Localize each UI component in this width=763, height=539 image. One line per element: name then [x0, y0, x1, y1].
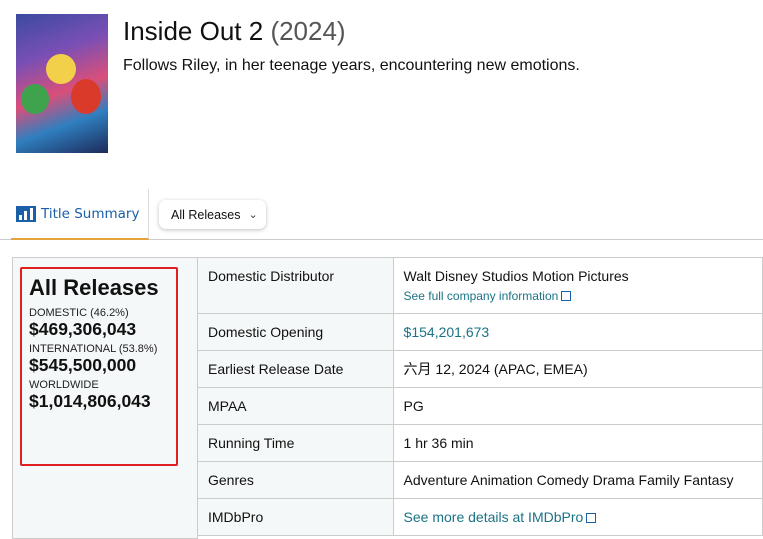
- table-row: Domestic Opening $154,201,673: [197, 313, 763, 351]
- worldwide-gross: $1,014,806,043: [29, 391, 151, 411]
- international-gross: $545,500,000: [29, 355, 137, 375]
- table-row: Earliest Release Date 六月 12, 2024 (APAC, …: [197, 350, 763, 388]
- tab-bar: Title Summary All Releases ⌄: [0, 189, 763, 240]
- bar-chart-icon: [16, 205, 36, 222]
- domestic-opening-link[interactable]: $154,201,673: [392, 313, 763, 351]
- distributor-name: Walt Disney Studios Motion Pictures: [403, 268, 629, 284]
- company-info-link[interactable]: See full company information: [404, 289, 752, 303]
- movie-poster: [16, 14, 108, 153]
- tab-label: Title Summary: [41, 205, 140, 222]
- external-link-icon: [586, 513, 597, 523]
- table-row: Domestic Distributor Walt Disney Studios …: [197, 257, 763, 314]
- link-text: See full company information: [403, 289, 559, 303]
- row-label: Domestic Distributor: [197, 257, 394, 314]
- chevron-down-icon: ⌄: [248, 209, 258, 221]
- imdbpro-link[interactable]: See more details at IMDbPro: [392, 498, 763, 536]
- link-text: See more details at IMDbPro: [403, 509, 584, 525]
- row-label: IMDbPro: [197, 498, 394, 536]
- table-row: Running Time 1 hr 36 min: [197, 424, 763, 462]
- summary-heading: All Releases: [29, 275, 159, 300]
- domestic-label: DOMESTIC (46.2%): [29, 307, 129, 319]
- row-value: Adventure Animation Comedy Drama Family …: [392, 461, 763, 499]
- row-value: 六月 12, 2024 (APAC, EMEA): [392, 350, 763, 388]
- release-select-value: All Releases: [171, 207, 241, 222]
- release-select[interactable]: All Releases ⌄: [159, 200, 266, 229]
- table-row: IMDbPro See more details at IMDbPro: [197, 498, 763, 536]
- table-row: MPAA PG: [197, 387, 763, 425]
- external-link-icon: [561, 291, 572, 301]
- row-label: Running Time: [197, 424, 394, 462]
- table-row: Genres Adventure Animation Comedy Drama F…: [197, 461, 763, 499]
- movie-year: (2024): [270, 16, 346, 46]
- details-table: Domestic Distributor Walt Disney Studios …: [197, 257, 763, 536]
- movie-title: Inside Out 2: [123, 16, 264, 46]
- row-label: MPAA: [197, 387, 394, 425]
- row-value: PG: [392, 387, 763, 425]
- domestic-gross: $469,306,043: [29, 319, 137, 339]
- worldwide-label: WORLDWIDE: [29, 379, 99, 391]
- movie-description: Follows Riley, in her teenage years, enc…: [123, 57, 580, 74]
- page-title: Inside Out 2 (2024): [123, 16, 346, 47]
- row-value: Walt Disney Studios Motion Pictures See f…: [392, 257, 763, 314]
- international-label: INTERNATIONAL (53.8%): [29, 343, 158, 355]
- tab-title-summary[interactable]: Title Summary: [11, 189, 149, 240]
- row-label: Earliest Release Date: [197, 350, 394, 388]
- row-label: Genres: [197, 461, 394, 499]
- row-label: Domestic Opening: [197, 313, 394, 351]
- highlight-box: All Releases DOMESTIC (46.2%) $469,306,0…: [20, 267, 178, 466]
- row-value: 1 hr 36 min: [392, 424, 763, 462]
- gross-summary: All Releases DOMESTIC (46.2%) $469,306,0…: [12, 257, 198, 539]
